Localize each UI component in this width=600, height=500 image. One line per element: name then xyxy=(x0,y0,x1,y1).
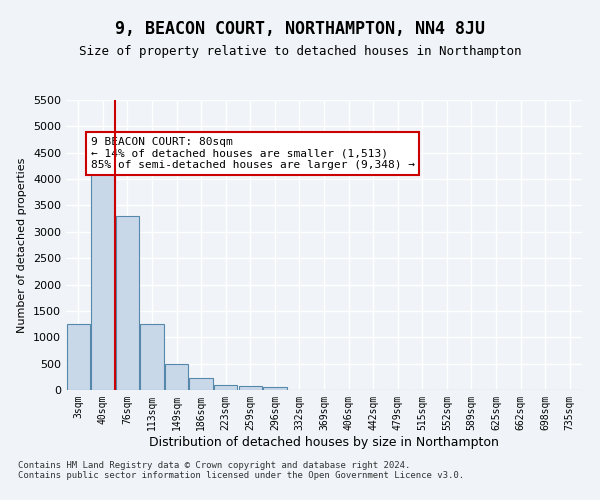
Text: Size of property relative to detached houses in Northampton: Size of property relative to detached ho… xyxy=(79,45,521,58)
Y-axis label: Number of detached properties: Number of detached properties xyxy=(17,158,28,332)
X-axis label: Distribution of detached houses by size in Northampton: Distribution of detached houses by size … xyxy=(149,436,499,448)
Bar xyxy=(214,384,238,390)
Bar xyxy=(165,364,188,390)
Bar xyxy=(116,216,139,390)
Text: Contains HM Land Registry data © Crown copyright and database right 2024.
Contai: Contains HM Land Registry data © Crown c… xyxy=(18,460,464,480)
Bar xyxy=(140,324,164,390)
Bar xyxy=(91,160,115,390)
Bar xyxy=(190,378,213,390)
Bar xyxy=(263,388,287,390)
Bar xyxy=(239,386,262,390)
Text: 9, BEACON COURT, NORTHAMPTON, NN4 8JU: 9, BEACON COURT, NORTHAMPTON, NN4 8JU xyxy=(115,20,485,38)
Text: 9 BEACON COURT: 80sqm
← 14% of detached houses are smaller (1,513)
85% of semi-d: 9 BEACON COURT: 80sqm ← 14% of detached … xyxy=(91,137,415,170)
Bar xyxy=(67,324,90,390)
